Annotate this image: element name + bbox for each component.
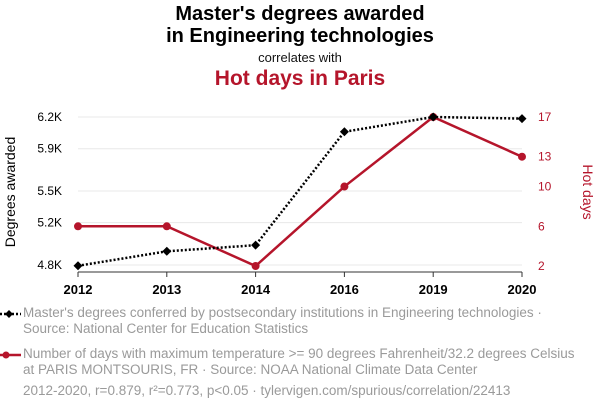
chart-subtitle: Hot days in Paris [214,67,386,90]
y-tick-right: 2 [538,259,545,273]
series-degrees [73,112,527,271]
x-tick-label: 2016 [330,282,359,297]
data-point-degrees [162,246,172,256]
chart-title-line1: Master's degrees awarded [175,3,425,25]
legend-text-degrees: Master's degrees conferred by postsecond… [23,305,542,336]
y-tick-left: 5.9K [37,142,62,156]
y-tick-right: 13 [538,150,552,164]
x-tick-label: 2020 [508,282,537,297]
data-point-degrees [73,261,83,271]
gridlines [78,116,522,266]
y-tick-left: 6.2K [37,110,62,124]
series-hot-days [74,113,526,270]
x-tick-label: 2014 [241,282,271,297]
y-tick-left: 4.8K [37,258,62,272]
x-tick-label: 2019 [419,282,448,297]
data-point-degrees [517,114,527,124]
line-chart: 4.8K 5.2K 5.5K 5.9K 6.2K 2 6 10 13 17 2012 2013 2014… [2,110,596,297]
data-point-degrees [339,127,349,137]
y-tick-left: 5.5K [37,184,62,198]
y-axis-label-left: Degrees awarded [2,137,18,248]
y-tick-right: 6 [538,219,545,233]
footer-stats: 2012-2020, r=0.879, r²=0.773, p<0.05 · t… [23,383,511,398]
y-tick-left: 5.2K [37,216,62,230]
x-tick-label: 2012 [64,282,93,297]
data-point-hot-days [518,152,526,161]
legend-marker-hot-days [0,351,21,359]
legend-marker-degrees [0,310,21,318]
data-point-hot-days [251,262,260,270]
axis-ticks: 4.8K 5.2K 5.5K 5.9K 6.2K 2 6 10 13 17 2012 2013 2014… [37,110,551,297]
y-axis-label-right: Hot days [580,164,596,219]
x-tick-label: 2013 [152,282,181,297]
data-point-hot-days [162,222,171,231]
data-point-hot-days [74,222,82,231]
y-tick-right: 17 [538,110,552,124]
data-point-degrees [251,240,261,250]
data-point-hot-days [340,182,349,191]
series-line-hot-days [78,115,523,268]
legend-text-hot-days: Number of days with maximum temperature … [23,346,575,377]
data-point-degrees [428,112,438,122]
y-tick-right: 10 [538,180,552,194]
chart-title-line2: in Engineering technologies [166,25,434,47]
correlates-with-label: correlates with [258,50,342,65]
